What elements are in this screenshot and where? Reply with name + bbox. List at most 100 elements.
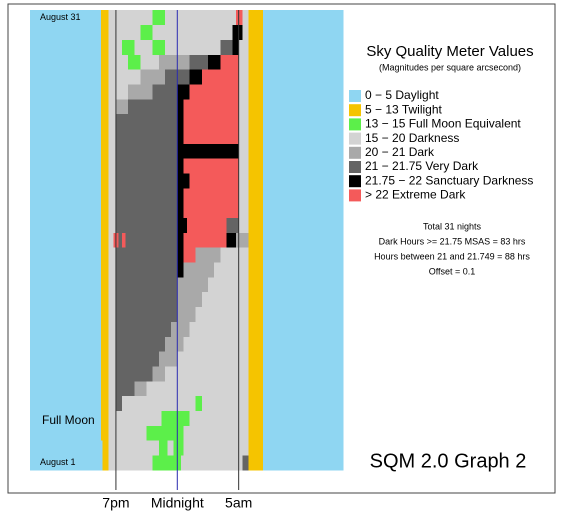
heat-cell: [108, 277, 117, 293]
heat-cell: [101, 425, 109, 441]
heat-cell: [248, 455, 264, 471]
heat-cell: [248, 113, 264, 130]
heat-cell: [108, 455, 154, 471]
heat-cell: [101, 99, 109, 115]
heat-cell: [101, 173, 109, 189]
heat-cell: [30, 54, 102, 70]
heat-cell: [183, 232, 227, 248]
heat-cell: [30, 440, 103, 456]
heat-cell: [201, 395, 249, 411]
heat-cell: [238, 113, 249, 130]
heat-cell: [30, 24, 102, 40]
heat-cell: [101, 380, 109, 397]
heat-cell: [30, 173, 102, 189]
heat-cell: [125, 232, 178, 248]
heat-cell: [248, 173, 264, 189]
heat-cell: [263, 277, 344, 293]
heat-cell: [30, 395, 102, 411]
heat-cell: [263, 113, 344, 130]
heat-cell: [30, 262, 102, 278]
heat-cell: [108, 425, 147, 441]
x-tick-label: 7pm: [102, 495, 129, 511]
heat-cell: [238, 69, 249, 85]
heat-cell: [108, 188, 117, 204]
heat-cell: [263, 84, 344, 100]
heat-cell: [30, 39, 102, 55]
heat-cell: [263, 202, 344, 219]
heat-cell: [248, 202, 264, 219]
heat-cell: [248, 84, 264, 100]
heat-cell: [226, 232, 237, 248]
heat-cell: [115, 99, 129, 115]
heat-cell: [108, 173, 117, 189]
legend-swatch: [349, 90, 361, 102]
heat-cell: [30, 410, 102, 426]
heat-cell: [115, 128, 178, 144]
heat-cell: [248, 24, 264, 40]
heat-cell: [207, 54, 221, 70]
heat-cell: [108, 336, 117, 352]
heat-cell: [108, 202, 117, 219]
legend-swatch: [349, 104, 361, 117]
heat-cell: [238, 39, 249, 55]
heat-cell: [263, 247, 344, 263]
heat-cell: [183, 128, 239, 144]
heat-cell: [30, 99, 102, 115]
heat-cell: [101, 202, 109, 219]
heat-cell: [238, 173, 249, 189]
heat-cell: [122, 232, 127, 248]
heat-cell: [238, 202, 249, 219]
heat-cell: [30, 10, 102, 26]
heat-cell: [167, 440, 174, 456]
heat-cell: [101, 128, 109, 144]
heat-cell: [30, 113, 102, 130]
heat-cell: [152, 455, 182, 471]
heat-cell: [180, 455, 243, 471]
heat-cell: [177, 173, 190, 189]
heat-cell: [248, 247, 264, 263]
heat-cell: [30, 158, 102, 174]
heat-cell: [140, 24, 154, 40]
heat-cell: [128, 99, 178, 115]
heat-cell: [183, 99, 239, 115]
heat-cell: [183, 113, 239, 130]
heat-cell: [189, 84, 239, 100]
heat-cell: [128, 54, 141, 70]
heat-cell: [177, 143, 239, 159]
heat-cell: [177, 277, 209, 293]
heat-cell: [134, 39, 154, 55]
heat-cell: [122, 39, 135, 55]
heat-cell: [101, 10, 109, 26]
heat-cell: [30, 128, 102, 144]
legend-swatch: [349, 161, 361, 173]
heat-cell: [177, 351, 249, 367]
heat-cell: [177, 306, 197, 322]
heat-cell: [101, 410, 109, 426]
heat-cell: [173, 440, 184, 456]
heat-cell: [248, 54, 264, 70]
heat-cell: [115, 143, 178, 159]
heat-cell: [102, 440, 109, 456]
heat-cell: [108, 158, 117, 174]
heat-cell: [248, 380, 264, 397]
heat-cell: [115, 113, 178, 130]
heatmap: [30, 10, 344, 471]
row-annotation: August 31: [40, 12, 81, 22]
heat-cell: [248, 306, 264, 322]
heat-cell: [263, 54, 344, 70]
legend-swatch: [349, 189, 361, 202]
heat-cell: [189, 69, 203, 85]
heat-cell: [248, 188, 264, 204]
heat-cell: [177, 291, 203, 308]
heat-cell: [263, 291, 344, 308]
heat-cell: [195, 306, 249, 322]
heat-cell: [30, 336, 102, 352]
heat-cell: [214, 262, 249, 278]
heat-cell: [248, 232, 264, 248]
heat-cell: [183, 158, 239, 174]
heat-cell: [30, 84, 102, 100]
heat-cell: [30, 69, 102, 85]
heat-cell: [101, 321, 109, 337]
heat-cell: [248, 277, 264, 293]
heat-cell: [115, 158, 178, 174]
